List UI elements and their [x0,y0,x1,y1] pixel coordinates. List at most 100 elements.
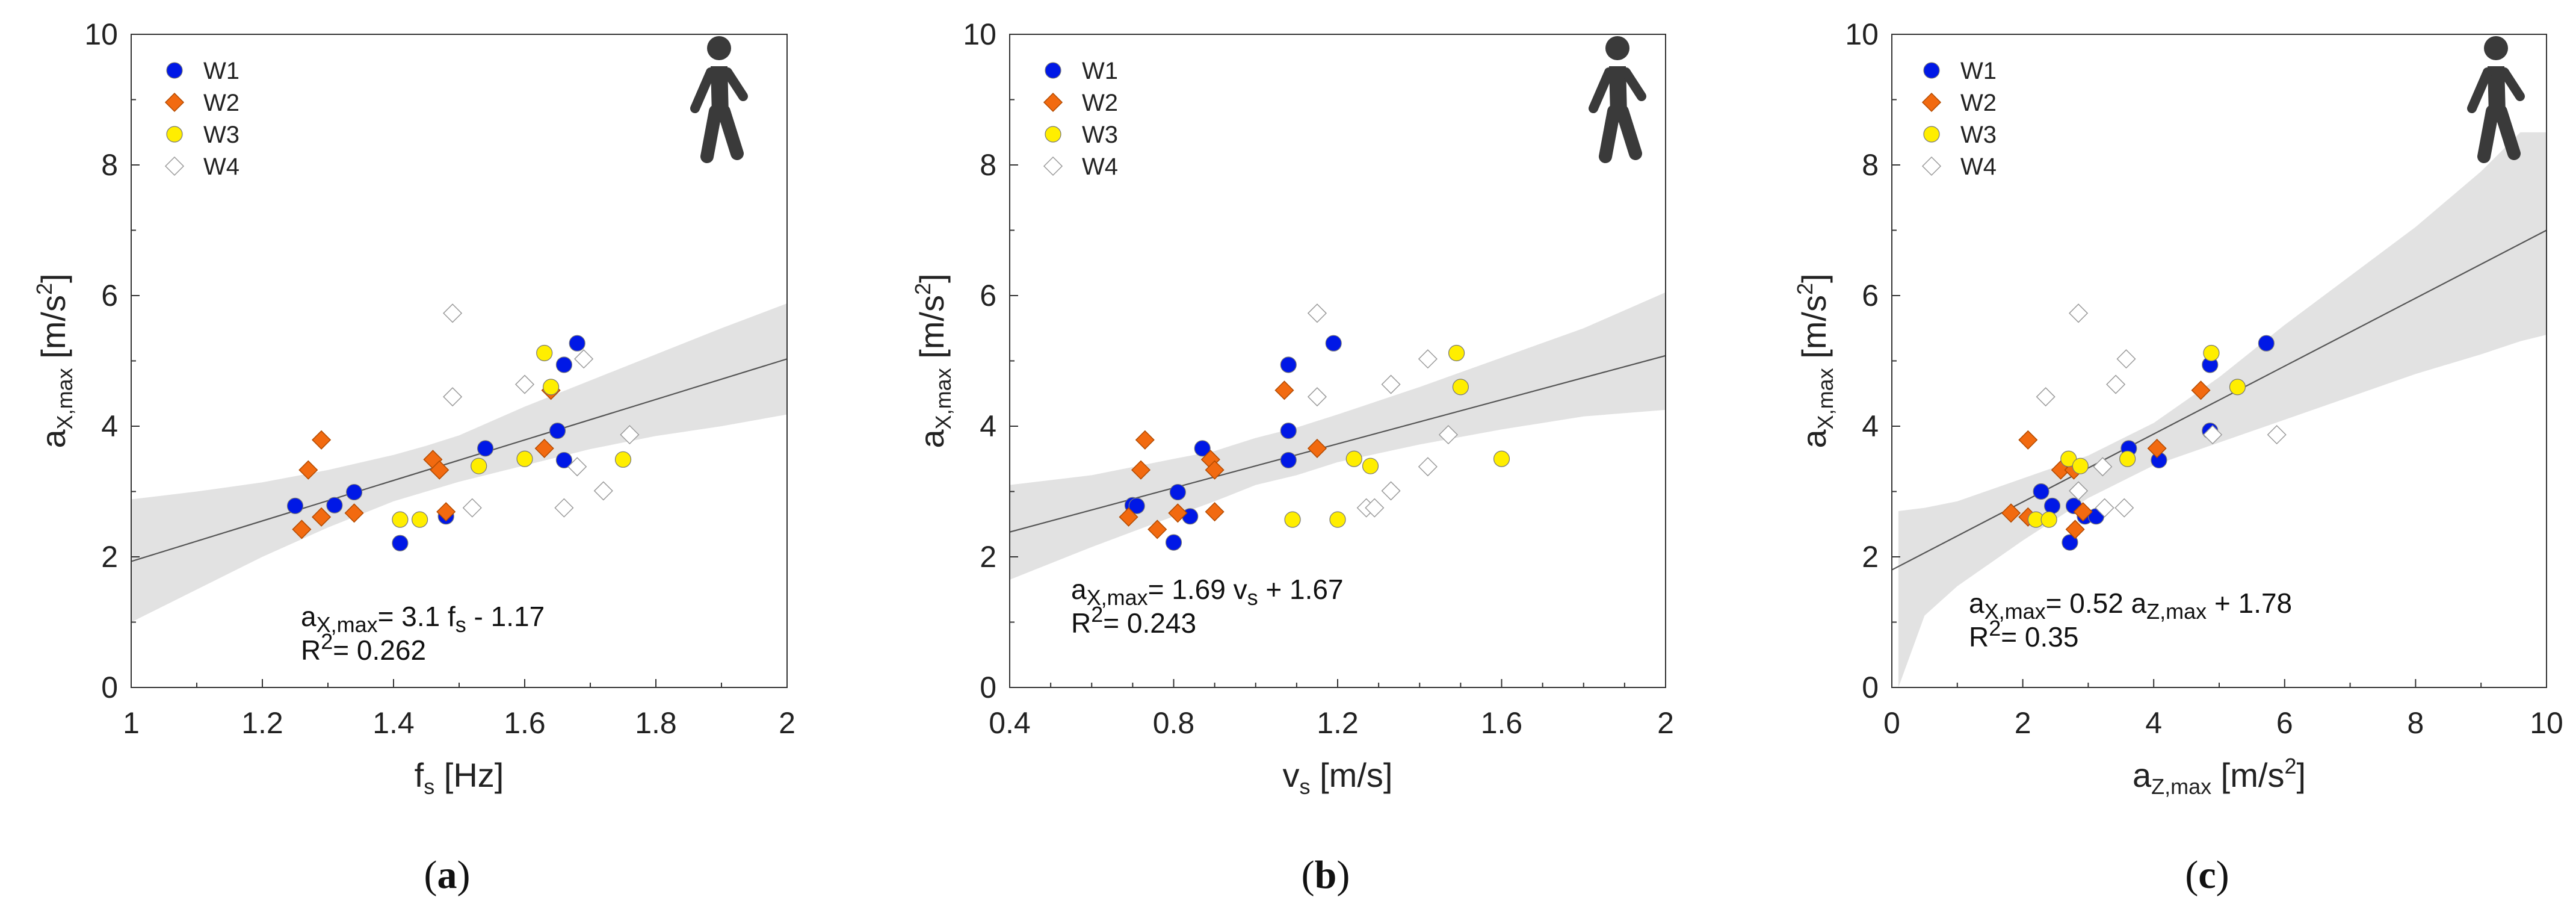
data-point-W3 [2040,511,2057,528]
x-tick-label: 1.4 [372,706,415,740]
x-tick-label: 2 [1657,706,1674,740]
data-point-W2 [2147,438,2167,458]
series-W3 [1284,344,1510,528]
data-point-W4 [1418,349,1438,369]
x-tick-label: 1.6 [504,706,546,740]
legend-marker-W2 [1921,92,1942,113]
y-tick-label: 0 [1862,671,1879,704]
r-squared: R2= 0.35 [1969,616,2078,653]
data-point-W2 [2001,503,2021,523]
legend-marker-W4 [1921,156,1942,176]
y-axis-label: aX,max [m/s2] [910,273,956,448]
legend-marker-W1 [1923,62,1940,79]
series-W4 [1307,303,1458,518]
data-point-W3 [536,344,553,362]
series-W1 [1124,335,1342,551]
data-point-W3 [2072,458,2089,474]
data-point-W4 [2267,425,2287,445]
data-point-W2 [2018,430,2038,450]
data-point-W4 [2203,425,2223,445]
r-squared: R2= 0.243 [1071,602,1196,639]
chart-panel-a: 0 2 4 6 8 10 1 1.2 1.4 1.6 1.8 2 fs [Hz] aX,max [m/s2… [32,17,795,897]
y-tick-label: 6 [101,279,118,312]
legend-label-W4: W4 [203,154,239,180]
data-point-W2 [1119,507,1138,527]
legend-label-W3: W3 [203,122,239,148]
data-point-W3 [1493,450,1510,467]
data-point-W4 [1307,387,1327,407]
data-point-W3 [1452,379,1469,396]
data-point-W2 [344,503,364,523]
data-point-W3 [2119,450,2136,467]
data-point-W2 [312,430,332,450]
confidence-band [131,303,787,622]
legend-label-W3: W3 [1082,122,1118,148]
legend-marker-W3 [1923,126,1940,143]
data-point-W3 [1345,450,1362,467]
legend-marker-W4 [1043,156,1063,176]
regression-equation: aX,max= 3.1 fs - 1.17 [301,601,545,637]
data-point-W2 [1274,380,1294,400]
data-point-W4 [1418,457,1438,477]
data-point-W2 [1307,438,1327,458]
y-tick-label: 8 [101,148,118,182]
data-point-W2 [1147,520,1167,539]
data-point-W2 [1205,460,1225,480]
y-axis-label: aX,max [m/s2] [32,273,77,448]
legend-label-W4: W4 [1082,154,1118,180]
y-tick-label: 4 [1862,409,1879,443]
regression-equation: aX,max= 1.69 vs + 1.67 [1071,574,1344,610]
x-tick-label: 0.8 [1153,706,1195,740]
x-tick-label: 0 [1883,706,1900,740]
data-point-W2 [1131,460,1151,480]
data-point-W4 [593,481,613,501]
walking-person-icon [2467,36,2525,163]
y-tick-label: 2 [980,540,996,574]
legend: W1 W2 W3 W4 [1043,58,1118,180]
data-point-W4 [1381,374,1401,394]
legend-label-W2: W2 [203,90,239,116]
y-tick-label: 6 [980,279,996,312]
data-point-W4 [1307,303,1327,323]
legend-label-W1: W1 [203,58,239,84]
confidence-band [1898,132,2547,687]
data-point-W1 [392,535,409,551]
data-point-W4 [620,425,640,445]
legend-marker-W1 [1045,62,1061,79]
y-tick-label: 10 [1845,17,1879,51]
data-point-W3 [1362,458,1379,474]
y-tick-label: 8 [1862,148,1879,182]
data-point-W3 [1329,511,1346,528]
data-point-W1 [2043,497,2061,514]
data-point-W3 [471,458,487,474]
data-point-W2 [430,460,449,480]
regression-line [131,358,787,562]
x-tick-label: 6 [2276,706,2293,740]
y-tick-label: 4 [101,409,118,443]
walking-person-icon [1589,36,1646,163]
x-tick-label: 2 [779,706,795,740]
legend-marker-W3 [1045,126,1061,143]
data-point-W4 [2036,387,2056,407]
data-point-W2 [534,438,554,458]
chart-panel-b: 0 2 4 6 8 10 0.4 0.8 1.2 1.6 2 vs [m/s] aX,max [m/s2… [910,17,1674,897]
data-point-W3 [411,511,428,528]
y-tick-label: 2 [1862,540,1879,574]
legend-label-W2: W2 [1082,90,1118,116]
data-point-W1 [1194,440,1211,457]
data-point-W4 [514,374,535,394]
series-W1 [2033,335,2275,551]
x-tick-label: 8 [2407,706,2424,740]
data-point-W4 [1365,498,1385,518]
x-tick-label: 1.8 [635,706,677,740]
data-point-W4 [2095,498,2114,518]
data-point-W4 [2106,374,2126,394]
data-point-W2 [298,460,318,480]
x-tick-label: 1 [123,706,140,740]
data-point-W1 [555,356,573,373]
data-point-W3 [1448,344,1465,362]
data-point-W3 [1284,511,1301,528]
y-axis-label: aX,max [m/s2] [1793,273,1838,448]
data-point-W2 [436,502,456,522]
legend-marker-W3 [166,126,183,143]
